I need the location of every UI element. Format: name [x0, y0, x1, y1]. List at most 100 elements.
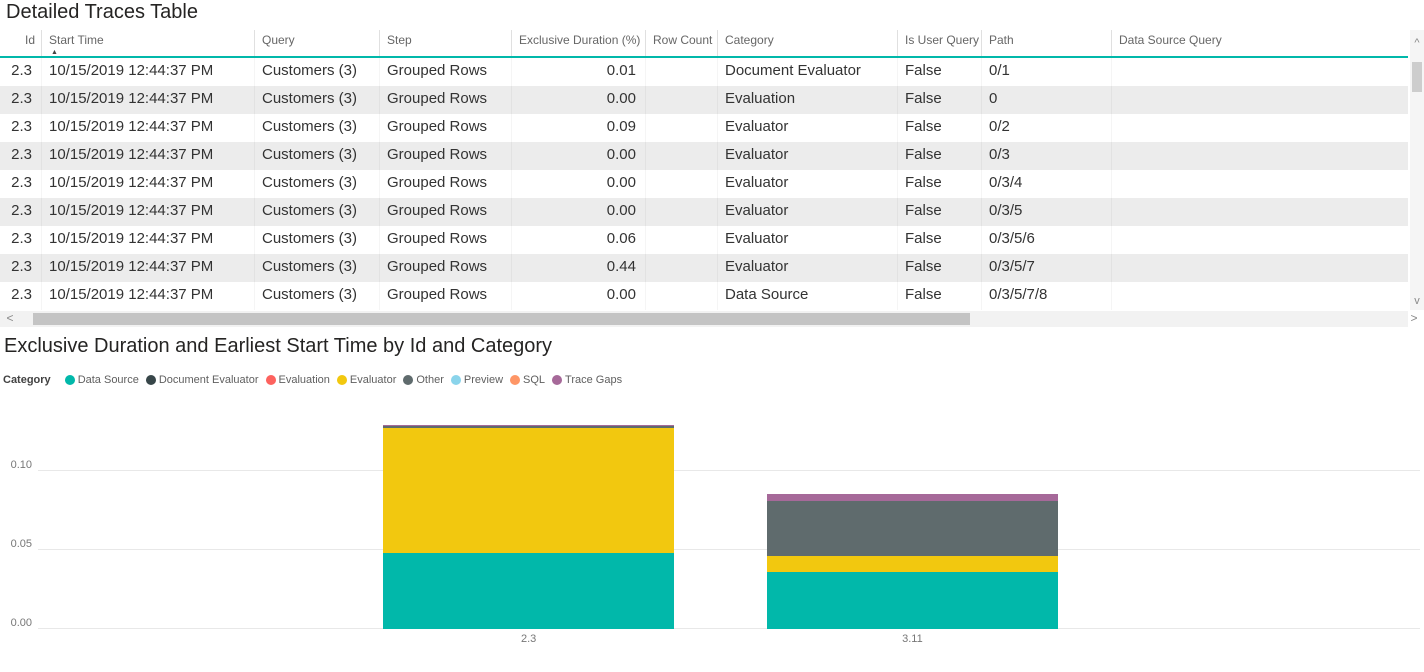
- legend-item-evaluator[interactable]: Evaluator: [336, 374, 396, 386]
- bar-segment-trace-gaps[interactable]: [383, 424, 675, 426]
- table-horizontal-scrollbar[interactable]: < >: [0, 311, 1418, 327]
- legend-item-label: Preview: [463, 374, 504, 386]
- cell-data-source-query: [1112, 254, 1408, 282]
- bar-segment-other[interactable]: [766, 500, 1059, 557]
- stacked-bar-chart-plot: 0.00 0.05 0.10: [0, 419, 1424, 629]
- cell-exclusive-duration: 0.00: [512, 86, 646, 114]
- cell-query: Customers (3): [255, 198, 380, 226]
- column-header-query[interactable]: Query: [255, 30, 380, 56]
- cell-exclusive-duration: 0.01: [512, 58, 646, 86]
- bar-segment-other[interactable]: [383, 425, 675, 428]
- cell-data-source-query: [1112, 58, 1408, 86]
- legend-item-label: Trace Gaps: [565, 374, 623, 386]
- cell-data-source-query: [1112, 198, 1408, 226]
- cell-path: 0/3/4: [982, 170, 1112, 198]
- table-row[interactable]: 2.3 10/15/2019 12:44:37 PM Customers (3) Gr…: [0, 282, 1408, 310]
- cell-step: Grouped Rows: [380, 170, 512, 198]
- cell-data-source-query: [1112, 226, 1408, 254]
- legend-item-sql[interactable]: SQL: [510, 374, 545, 386]
- cell-path: 0/3: [982, 142, 1112, 170]
- table-row[interactable]: 2.3 10/15/2019 12:44:37 PM Customers (3) Gr…: [0, 170, 1408, 198]
- cell-exclusive-duration: 0.09: [512, 114, 646, 142]
- table-row[interactable]: 2.3 10/15/2019 12:44:37 PM Customers (3) Gr…: [0, 142, 1408, 170]
- bar-segment-trace-gaps[interactable]: [766, 493, 1059, 501]
- column-header-start-time[interactable]: Start Time ▲: [42, 30, 255, 56]
- gridline: [38, 628, 1420, 629]
- stacked-bar-3-11[interactable]: [766, 419, 1059, 629]
- cell-id: 2.3: [0, 226, 42, 254]
- column-header-exclusive-duration[interactable]: Exclusive Duration (%): [512, 30, 646, 56]
- cell-row-count: [646, 198, 718, 226]
- cell-is-user-query: False: [898, 198, 982, 226]
- cell-is-user-query: False: [898, 114, 982, 142]
- cell-start-time: 10/15/2019 12:44:37 PM: [42, 114, 255, 142]
- table-row[interactable]: 2.3 10/15/2019 12:44:37 PM Customers (3) Gr…: [0, 226, 1408, 254]
- table-row[interactable]: 2.3 10/15/2019 12:44:37 PM Customers (3) Gr…: [0, 114, 1408, 142]
- bar-segment-evaluator[interactable]: [766, 556, 1059, 573]
- cell-id: 2.3: [0, 254, 42, 282]
- column-header-id[interactable]: Id: [0, 30, 42, 56]
- cell-category: Evaluator: [718, 254, 898, 282]
- cell-path: 0: [982, 86, 1112, 114]
- legend-item-other[interactable]: Other: [403, 374, 444, 386]
- cell-category: Evaluator: [718, 170, 898, 198]
- horizontal-scroll-thumb[interactable]: [33, 313, 970, 325]
- scroll-right-icon[interactable]: >: [1410, 311, 1418, 325]
- legend-item-trace-gaps[interactable]: Trace Gaps: [552, 374, 622, 386]
- cell-category: Evaluation: [718, 86, 898, 114]
- legend-color-dot: [450, 375, 461, 385]
- table-body: 2.3 10/15/2019 12:44:37 PM Customers (3) Gr…: [0, 58, 1408, 310]
- cell-row-count: [646, 58, 718, 86]
- cell-row-count: [646, 226, 718, 254]
- vertical-scroll-thumb[interactable]: [1412, 62, 1422, 92]
- cell-is-user-query: False: [898, 142, 982, 170]
- cell-is-user-query: False: [898, 226, 982, 254]
- cell-exclusive-duration: 0.00: [512, 282, 646, 310]
- cell-path: 0/2: [982, 114, 1112, 142]
- legend-item-label: Data Source: [77, 374, 139, 386]
- table-vertical-scrollbar[interactable]: ^ v: [1410, 30, 1424, 310]
- scroll-left-icon[interactable]: <: [6, 311, 14, 325]
- cell-step: Grouped Rows: [380, 142, 512, 170]
- cell-id: 2.3: [0, 114, 42, 142]
- legend-color-dot: [510, 375, 521, 385]
- legend-title: Category: [3, 374, 51, 386]
- stacked-bar-2-3[interactable]: [383, 419, 675, 629]
- cell-start-time: 10/15/2019 12:44:37 PM: [42, 58, 255, 86]
- table-row[interactable]: 2.3 10/15/2019 12:44:37 PM Customers (3) Gr…: [0, 198, 1408, 226]
- cell-start-time: 10/15/2019 12:44:37 PM: [42, 226, 255, 254]
- cell-path: 0/3/5/7: [982, 254, 1112, 282]
- legend-item-evaluation[interactable]: Evaluation: [265, 374, 330, 386]
- bar-segment-data-source[interactable]: [766, 572, 1059, 629]
- cell-is-user-query: False: [898, 170, 982, 198]
- cell-row-count: [646, 170, 718, 198]
- column-header-step[interactable]: Step: [380, 30, 512, 56]
- cell-query: Customers (3): [255, 142, 380, 170]
- scroll-up-icon[interactable]: ^: [1414, 37, 1420, 49]
- bar-segment-data-source[interactable]: [383, 553, 675, 629]
- table-header-row: Id Start Time ▲ Query Step Exclusive Duration…: [0, 30, 1408, 58]
- column-header-row-count[interactable]: Row Count: [646, 30, 718, 56]
- column-header-category[interactable]: Category: [718, 30, 898, 56]
- cell-id: 2.3: [0, 170, 42, 198]
- table-row[interactable]: 2.3 10/15/2019 12:44:37 PM Customers (3) Gr…: [0, 58, 1408, 86]
- table-row[interactable]: 2.3 10/15/2019 12:44:37 PM Customers (3) Gr…: [0, 86, 1408, 114]
- cell-id: 2.3: [0, 282, 42, 310]
- bar-segment-evaluator[interactable]: [383, 428, 675, 554]
- column-header-is-user-query[interactable]: Is User Query: [898, 30, 982, 56]
- cell-row-count: [646, 86, 718, 114]
- chart-legend: Category Data Source Document Evaluator Ev…: [3, 374, 629, 386]
- cell-start-time: 10/15/2019 12:44:37 PM: [42, 142, 255, 170]
- scroll-down-icon[interactable]: v: [1414, 295, 1420, 307]
- table-row[interactable]: 2.3 10/15/2019 12:44:37 PM Customers (3) Gr…: [0, 254, 1408, 282]
- y-axis-tick-label: 0.00: [10, 616, 32, 629]
- column-header-path[interactable]: Path: [982, 30, 1112, 56]
- column-header-data-source-query[interactable]: Data Source Query: [1119, 33, 1222, 47]
- cell-id: 2.3: [0, 86, 42, 114]
- legend-item-data-source[interactable]: Data Source: [64, 374, 139, 386]
- cell-data-source-query: [1112, 142, 1408, 170]
- y-axis-tick-label: 0.05: [10, 537, 32, 550]
- legend-item-document-evaluator[interactable]: Document Evaluator: [145, 374, 259, 386]
- cell-category: Document Evaluator: [718, 58, 898, 86]
- legend-item-preview[interactable]: Preview: [450, 374, 504, 386]
